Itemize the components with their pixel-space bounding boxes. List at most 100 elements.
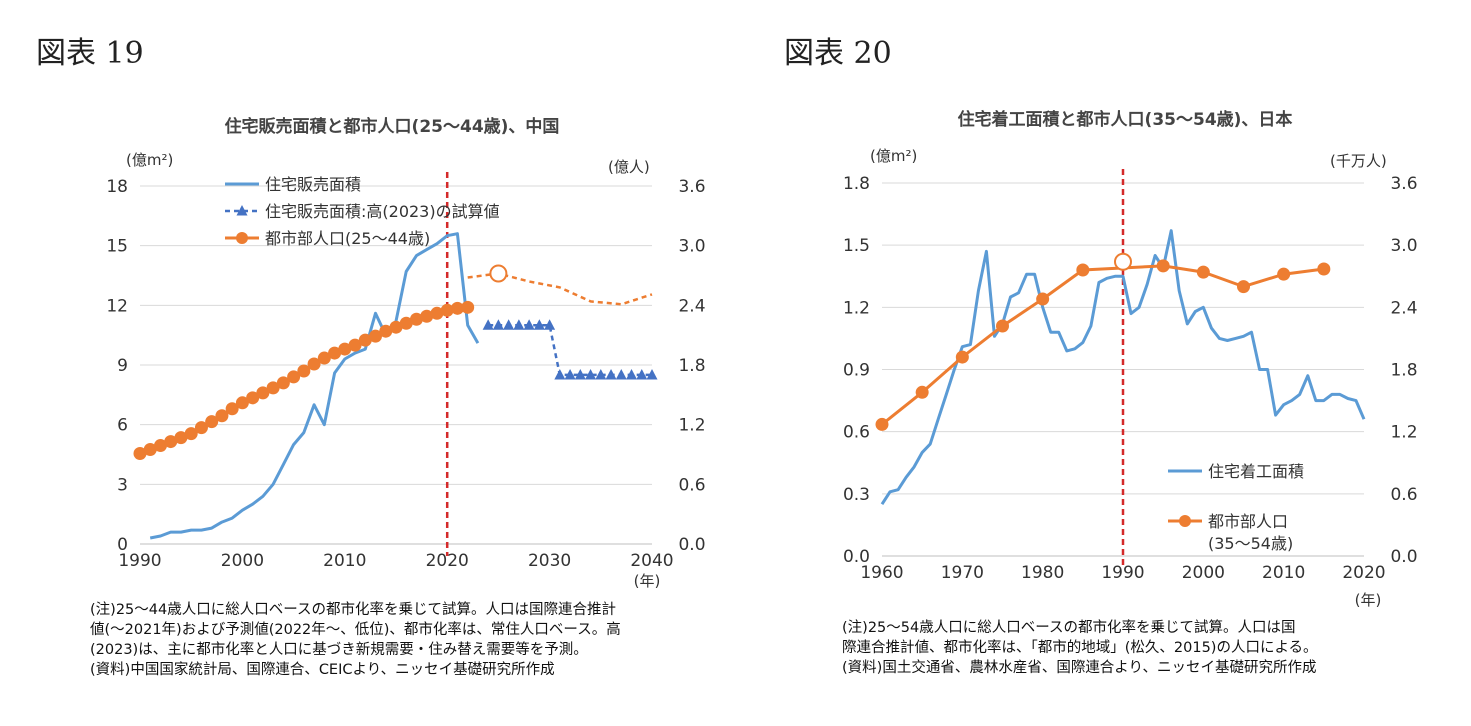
x-tick-label: 1990 (118, 551, 161, 571)
y-left-tick-label: 15 (106, 237, 128, 257)
chart-title: 住宅販売面積と都市人口(25～44歳)、中国 (225, 116, 560, 137)
series-2-point (164, 435, 178, 449)
series-2-point (205, 415, 219, 429)
series-1-point (482, 319, 494, 330)
note-line: (資料)国土交通省、農林水産省、国際連合より、ニッセイ基礎研究所作成 (842, 660, 1317, 676)
legend-label: 都市部人口(25～44歳) (265, 229, 430, 248)
legend-label-line: (35～54歳) (1208, 534, 1293, 553)
x-tick-label: 2030 (528, 551, 571, 571)
x-tick-label: 2040 (630, 551, 673, 571)
y-left-axis-label: (億m²) (870, 147, 917, 165)
series-1-point (915, 385, 929, 399)
series-1-point (585, 368, 597, 380)
x-tick-label: 2000 (221, 551, 264, 571)
x-axis-label: (年) (634, 572, 661, 590)
y-right-tick-label: 0.6 (678, 475, 705, 495)
series-2-point (450, 301, 464, 315)
series-1-point (1196, 265, 1210, 279)
series-1-point (646, 368, 658, 380)
note-line: 際連合推計値、都市化率は、「都市的地域」(松久、2015)の人口による。 (842, 640, 1318, 656)
series-1-point (615, 368, 627, 380)
y-right-axis-label: (千万人) (1330, 152, 1387, 170)
series-1-point (955, 350, 969, 364)
y-right-tick-label: 3.6 (1390, 174, 1417, 194)
note-line: (注)25～44歳人口に総人口ベースの都市化率を乗じて試算。人口は国際連合推計 (90, 602, 616, 618)
x-tick-label: 1980 (1021, 563, 1064, 583)
y-right-tick-label: 1.2 (1390, 423, 1417, 443)
series-1-point (564, 368, 576, 380)
y-right-tick-label: 1.8 (1390, 361, 1417, 381)
series-2-point (235, 396, 249, 410)
series-2-point (358, 333, 372, 347)
x-tick-label: 2000 (1182, 563, 1225, 583)
series-1-point (574, 368, 586, 380)
figure-label-19: 図表 19 (36, 36, 144, 71)
series-1-point (595, 368, 607, 380)
y-right-tick-label: 3.6 (678, 177, 705, 197)
series-2-point (174, 431, 188, 445)
series-2-point (430, 306, 444, 320)
series-2-point (409, 312, 423, 326)
series-2-point (389, 320, 403, 334)
series-2-point (440, 303, 454, 317)
series-1-point (1156, 259, 1170, 273)
y-left-tick-label: 0.6 (843, 423, 870, 443)
series-2-point (276, 376, 290, 390)
x-tick-label: 2020 (426, 551, 469, 571)
series-1-dashed-line (488, 323, 652, 377)
legend-label-line: 住宅販売面積:高(2023)の試算値 (265, 202, 500, 221)
y-right-tick-label: 3.0 (1390, 236, 1417, 256)
series-2-point (328, 346, 342, 360)
x-tick-label: 1990 (1101, 563, 1144, 583)
chart-title: 住宅着工面積と都市人口(35～54歳)、日本 (958, 109, 1293, 130)
series-0-line (149, 232, 480, 540)
figure-label-20: 図表 20 (784, 36, 892, 71)
y-right-tick-label: 0.6 (1390, 485, 1417, 505)
series-1-point (554, 368, 566, 380)
series-2-point (143, 443, 157, 457)
note-line: 値(～2021年)および予測値(2022年～、低位)、都市化率は、常住人口ベース… (90, 622, 621, 638)
series-1-point (1277, 267, 1291, 281)
series-2-point (153, 439, 167, 453)
legend-label: 住宅販売面積 (265, 175, 361, 194)
series-2-point (215, 409, 229, 423)
series-2-point (266, 381, 280, 395)
series-1-point (1237, 280, 1250, 294)
note-line: (注)25～54歳人口に総人口ベースの都市化率を乗じて試算。人口は国 (842, 620, 1296, 636)
y-left-tick-label: 12 (106, 296, 128, 316)
series-1-point (503, 319, 515, 330)
y-right-tick-label: 0.0 (678, 535, 705, 555)
note-line: (2023)は、主に都市化率と人口に基づき新規需要・住み替え需要等を予測。 (90, 642, 588, 658)
series-1-point (636, 368, 648, 380)
y-right-tick-label: 1.8 (678, 356, 705, 376)
series-2-point (461, 300, 475, 314)
series-1-point (544, 319, 556, 330)
series-2-point (420, 309, 434, 323)
series-1-point (626, 368, 638, 380)
series-2-point (338, 342, 352, 356)
y-right-tick-label: 2.4 (1390, 298, 1417, 318)
series-1-point (1076, 263, 1090, 277)
series-2-point (348, 338, 362, 352)
chart-2-notes: (注)25～54歳人口に総人口ベースの都市化率を乗じて試算。人口は国 際連合推計… (842, 618, 1318, 678)
legend-label-line: 都市部人口(25～44歳) (265, 229, 430, 248)
y-left-tick-label: 3 (117, 475, 128, 495)
legend-label: 住宅販売面積:高(2023)の試算値 (265, 202, 500, 221)
series-1-point (875, 417, 889, 431)
y-right-tick-label: 2.4 (678, 296, 705, 316)
legend-swatch-triangle (236, 205, 248, 216)
series-1-point (996, 319, 1009, 333)
open-circle-marker (1114, 252, 1132, 271)
series-1-point (523, 319, 535, 330)
series-1-point (513, 319, 525, 330)
y-left-tick-label: 18 (106, 177, 128, 197)
chart-1-notes: (注)25～44歳人口に総人口ベースの都市化率を乗じて試算。人口は国際連合推計 … (90, 600, 621, 680)
series-2-point (399, 316, 413, 330)
y-left-tick-label: 1.5 (843, 236, 870, 256)
series-2-point (307, 357, 321, 371)
legend-label: 都市部人口 (35～54歳) (1208, 512, 1293, 553)
series-0-line (880, 229, 1366, 506)
series-1-point (492, 319, 504, 330)
legend-swatch-dot (1179, 515, 1191, 527)
x-tick-label: 2010 (1262, 563, 1305, 583)
